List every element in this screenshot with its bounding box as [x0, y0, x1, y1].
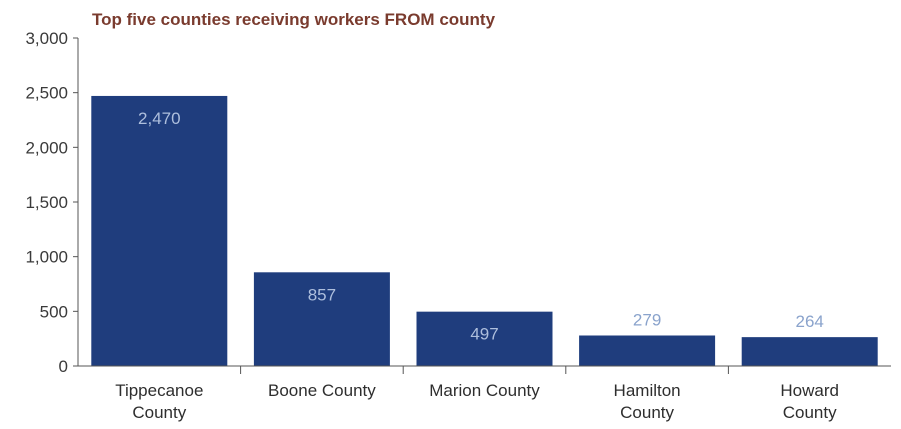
category-label-line: Marion County	[429, 381, 540, 400]
bar	[741, 337, 878, 366]
y-tick-label: 2,500	[25, 84, 68, 103]
chart-title: Top five counties receiving workers FROM…	[92, 10, 496, 29]
y-tick-label: 0	[59, 357, 68, 376]
data-labels: 2,470 857 497 279 264	[138, 109, 824, 344]
bars	[91, 95, 878, 367]
bar	[253, 272, 390, 366]
category-label-line: Tippecanoe	[115, 381, 203, 400]
category-label-line: Hamilton	[614, 381, 681, 400]
bar	[416, 311, 553, 366]
category-label: Marion County	[429, 381, 540, 400]
data-label: 497	[470, 325, 498, 344]
category-label: Tippecanoe County	[115, 381, 203, 422]
y-tick-label: 3,000	[25, 29, 68, 48]
y-tick-label: 1,000	[25, 248, 68, 267]
data-label: 2,470	[138, 109, 181, 128]
y-tick-label: 500	[40, 302, 68, 321]
category-label: Hamilton County	[614, 381, 681, 422]
category-label-line: County	[132, 403, 186, 422]
data-label: 264	[796, 312, 824, 331]
category-label: Howard County	[780, 381, 839, 422]
category-label-line: County	[620, 403, 674, 422]
y-tick-label: 2,000	[25, 138, 68, 157]
category-label-line: Howard	[780, 381, 839, 400]
bar	[579, 335, 716, 366]
y-tick-label: 1,500	[25, 193, 68, 212]
data-label: 857	[308, 285, 336, 304]
category-label-line: Boone County	[268, 381, 376, 400]
category-label: Boone County	[268, 381, 376, 400]
data-label: 279	[633, 310, 661, 329]
bar	[91, 95, 228, 367]
y-axis: 0 500 1,000 1,500 2,000 2,500 3,000	[25, 29, 79, 376]
category-label-line: County	[783, 403, 837, 422]
x-axis: Tippecanoe County Boone County Marion Count…	[78, 365, 891, 422]
